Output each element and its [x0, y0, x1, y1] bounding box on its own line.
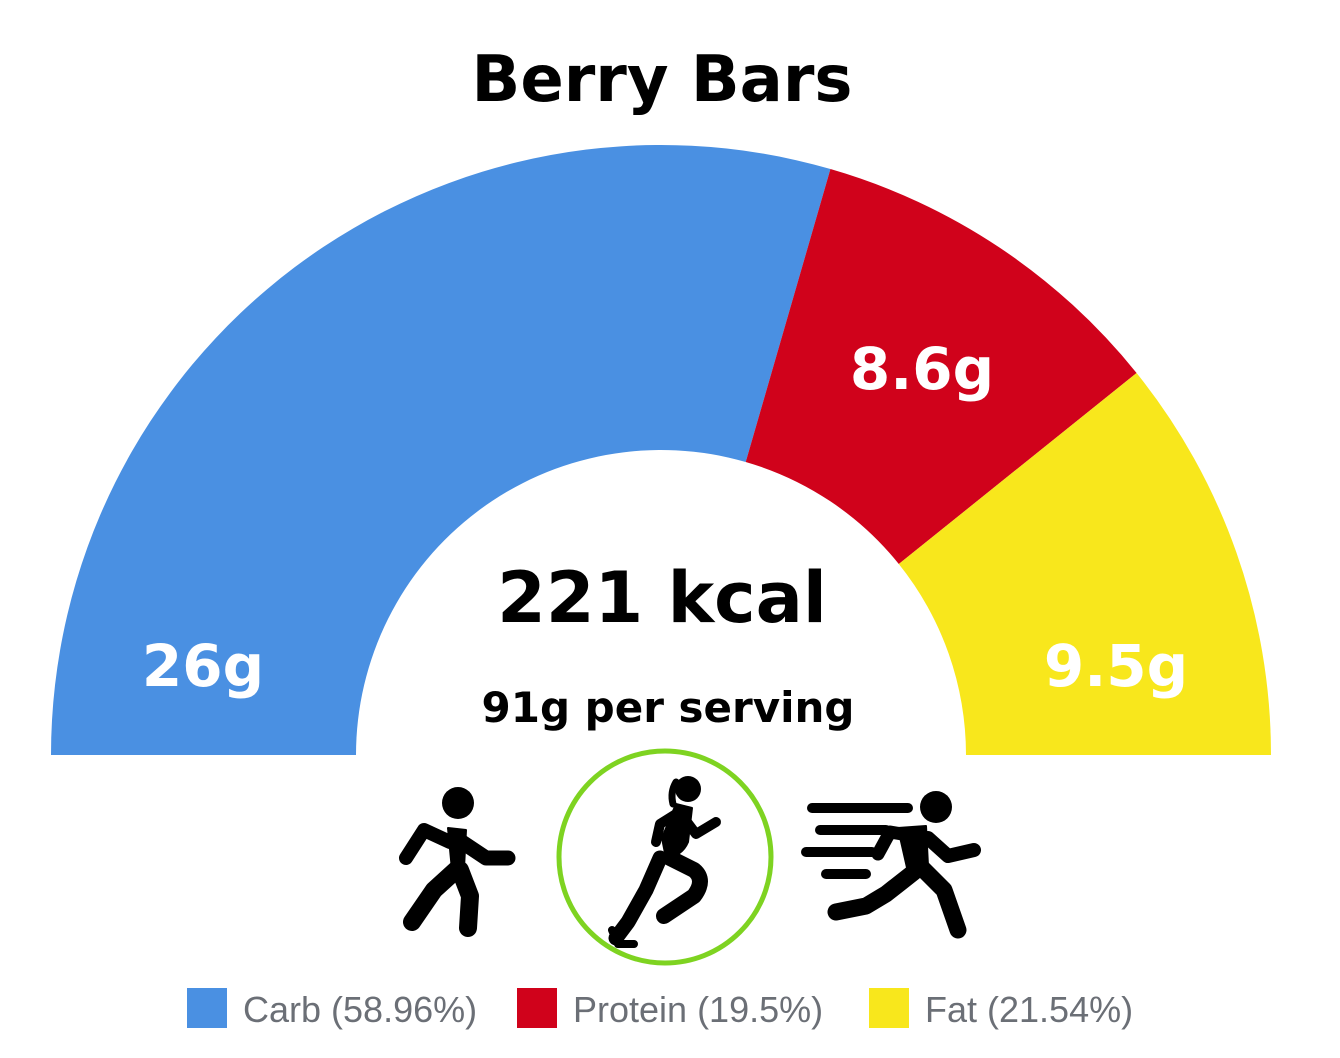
- gauge-slice-fat: [898, 373, 1271, 755]
- selected-activity-ring: [556, 748, 774, 966]
- slice-label-carb: 26g: [142, 632, 264, 700]
- walking-person-icon: [399, 787, 516, 937]
- chart-title: Berry Bars: [472, 43, 853, 117]
- slice-label-fat: 9.5g: [1044, 632, 1188, 700]
- running-woman-icon: [608, 776, 721, 948]
- legend-swatch-protein: [517, 988, 557, 1028]
- legend-item-fat: Fat (21.54%): [869, 988, 1133, 1030]
- serving-size-text: 91g per serving: [482, 683, 855, 732]
- legend-swatch-carb: [187, 988, 227, 1028]
- legend-label-protein: Protein (19.5%): [573, 989, 823, 1030]
- gauge-slices: [51, 145, 1271, 755]
- legend: Carb (58.96%) Protein (19.5%) Fat (21.54%): [187, 988, 1133, 1030]
- gauge-slice-protein: [745, 169, 1137, 564]
- calories-value: 221 kcal: [497, 557, 827, 639]
- sprinting-person-icon: [801, 791, 981, 939]
- gauge-slice-labels: 26g 8.6g 9.5g: [142, 335, 1188, 700]
- legend-label-fat: Fat (21.54%): [925, 989, 1133, 1030]
- legend-item-protein: Protein (19.5%): [517, 988, 823, 1030]
- slice-label-protein: 8.6g: [850, 335, 994, 403]
- legend-item-carb: Carb (58.96%): [187, 988, 477, 1030]
- legend-label-carb: Carb (58.96%): [243, 989, 477, 1030]
- gauge-slice-carb: [51, 145, 831, 755]
- legend-swatch-fat: [869, 988, 909, 1028]
